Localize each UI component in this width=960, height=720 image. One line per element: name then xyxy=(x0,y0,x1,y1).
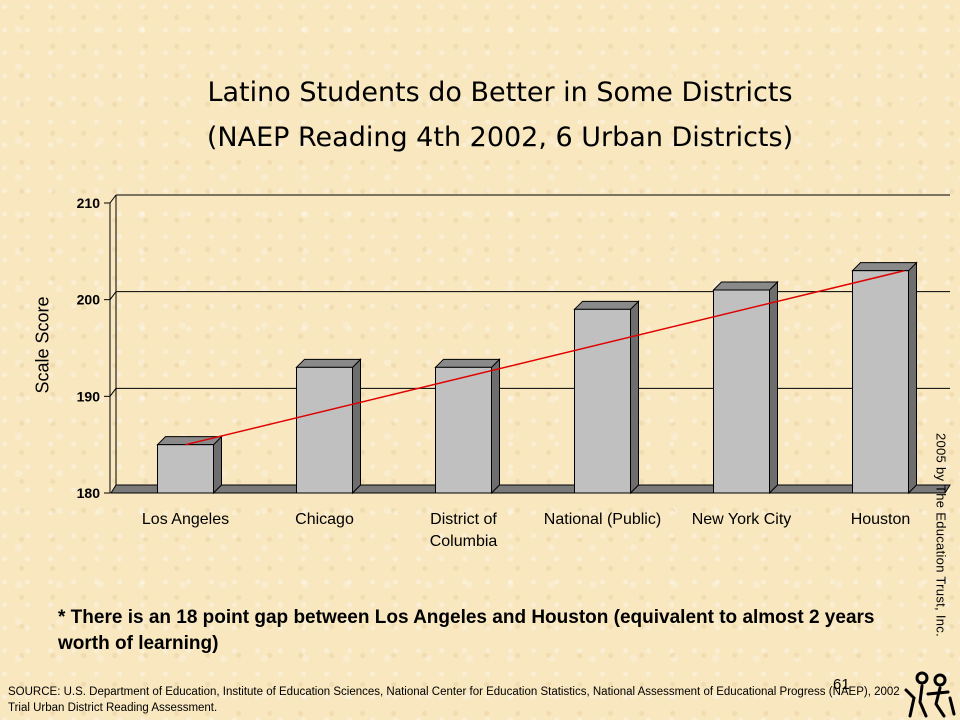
bar xyxy=(157,444,214,494)
bar-side xyxy=(769,280,778,495)
x-tick-label: Columbia xyxy=(430,533,498,550)
x-tick-label: District of xyxy=(430,511,497,528)
page-number: 61 xyxy=(833,676,850,693)
y-tick-label: 190 xyxy=(77,388,101,404)
footnote: * There is an 18 point gap between Los A… xyxy=(58,607,875,654)
bar-top xyxy=(434,358,501,368)
chart-title: Latino Students do Better in Some Distri… xyxy=(0,70,960,160)
bar xyxy=(713,289,770,494)
bar-top xyxy=(573,300,640,310)
gridline-side xyxy=(109,291,117,300)
chart-title-line-1: Latino Students do Better in Some Distri… xyxy=(207,77,793,108)
education-trust-logo-icon xyxy=(904,671,956,718)
y-tick-label: 210 xyxy=(77,195,101,211)
copyright-container: 2005 by The Education Trust, Inc. xyxy=(930,410,952,660)
y-tick-label: 200 xyxy=(77,292,101,308)
bar xyxy=(296,366,353,494)
bar-side xyxy=(352,358,361,495)
plot-back-wall xyxy=(116,195,950,485)
bar xyxy=(435,366,492,494)
bar-side xyxy=(630,300,639,495)
bar-side xyxy=(908,261,917,495)
x-tick-label: New York City xyxy=(692,511,792,528)
gridline-side xyxy=(109,388,117,397)
trend-line xyxy=(185,269,905,446)
bar-top xyxy=(295,358,362,368)
bar-side xyxy=(491,358,500,495)
x-tick-label: Chicago xyxy=(295,511,354,528)
x-tick-label: National (Public) xyxy=(544,511,661,528)
x-tick-label: Los Angeles xyxy=(142,511,229,528)
bar-top xyxy=(851,262,918,272)
gridline-side xyxy=(109,194,117,204)
bar-top xyxy=(712,281,779,291)
plot-floor xyxy=(110,484,951,494)
y-tick-label: 180 xyxy=(77,485,101,501)
bar xyxy=(574,308,631,494)
x-tick-label: Houston xyxy=(851,511,911,528)
copyright-text: 2005 by The Education Trust, Inc. xyxy=(933,432,949,638)
bar xyxy=(852,270,909,494)
chart-title-line-2: (NAEP Reading 4th 2002, 6 Urban District… xyxy=(206,122,794,153)
source-citation: SOURCE: U.S. Department of Education, In… xyxy=(8,686,900,714)
bar-side xyxy=(213,435,222,495)
